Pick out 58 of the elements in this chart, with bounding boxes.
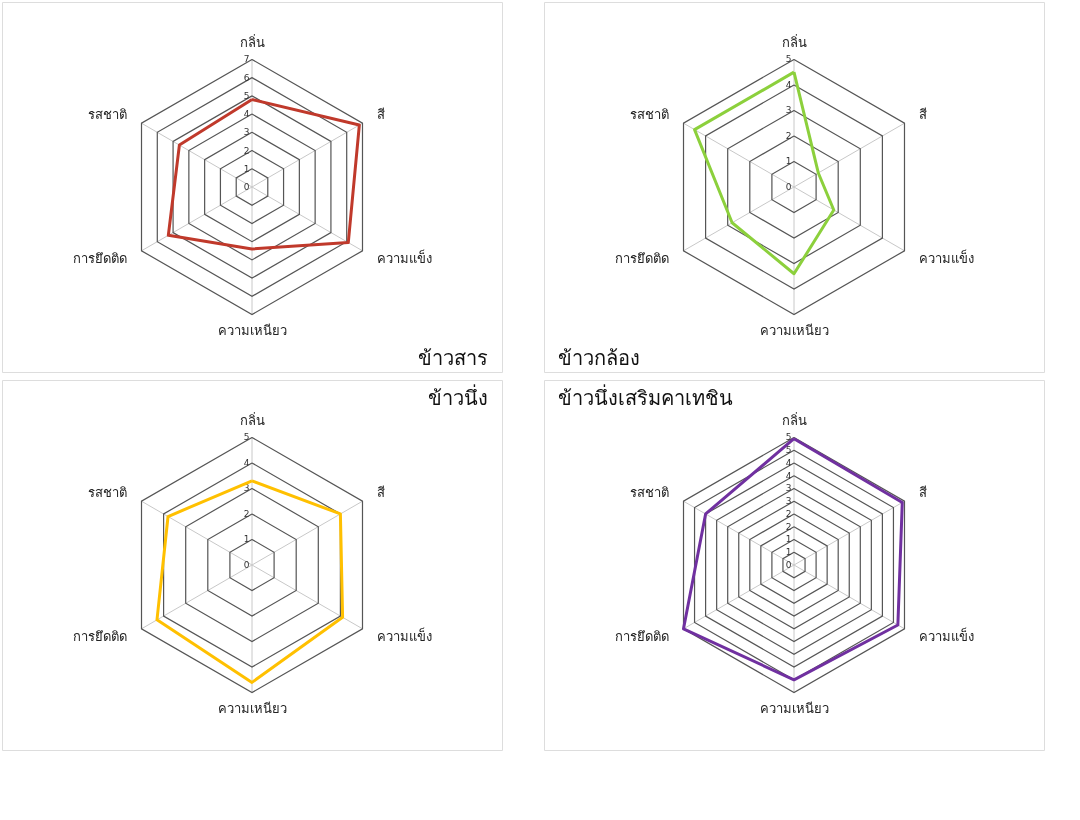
y-tick-label: 4 xyxy=(785,79,792,90)
y-tick-label: 2 xyxy=(243,145,250,156)
spoke-label: ความแข็ง xyxy=(918,249,974,267)
y-tick-label: 1 xyxy=(785,547,792,558)
y-tick-label: 7 xyxy=(243,54,250,65)
spoke-label: กลิ่น xyxy=(781,33,807,50)
spoke-label: ความแข็ง xyxy=(376,249,432,267)
spoke-label: กลิ่น xyxy=(239,33,265,50)
y-tick-label: 4 xyxy=(243,109,250,120)
spoke-label: กลิ่น xyxy=(239,411,265,428)
y-tick-label: 2 xyxy=(785,130,792,141)
y-tick-label: 0 xyxy=(785,560,792,570)
y-tick-label: 0 xyxy=(243,182,250,192)
y-tick-label: 0 xyxy=(785,182,792,192)
y-tick-label: 3 xyxy=(785,496,792,507)
spoke-label: รสชาติ xyxy=(88,484,128,500)
y-tick-label: 2 xyxy=(785,521,792,532)
y-tick-label: 5 xyxy=(785,432,792,443)
y-tick-label: 0 xyxy=(243,560,250,570)
y-tick-label: 5 xyxy=(243,90,250,101)
y-tick-label: 1 xyxy=(785,156,792,167)
text: ข้าวสาร xyxy=(418,346,489,371)
y-tick-label: 1 xyxy=(785,534,792,545)
y-tick-label: 5 xyxy=(785,54,792,65)
spoke-label: การยึดติด xyxy=(73,251,128,267)
y-tick-label: 4 xyxy=(243,457,250,468)
spoke-label: สี xyxy=(918,106,927,122)
y-tick-label: 1 xyxy=(243,163,250,174)
y-tick-label: 5 xyxy=(785,445,792,456)
spoke-label: สี xyxy=(918,484,927,500)
y-tick-label: 2 xyxy=(243,508,250,519)
spoke-label: รสชาติ xyxy=(88,106,128,122)
spoke-label: ความเหนียว xyxy=(217,701,287,717)
y-tick-label: 3 xyxy=(243,127,250,138)
chart-title: ข้าวนึ่งเสริมคาเทชิน xyxy=(557,384,733,411)
spoke-label: ความแข็ง xyxy=(918,627,974,645)
spoke-label: การยึดติด xyxy=(615,251,670,267)
spoke-label: ความแข็ง xyxy=(376,627,432,645)
text: ข้าวกล้อง xyxy=(557,346,640,371)
spoke-label: การยึดติด xyxy=(73,629,128,645)
spoke-label: สี xyxy=(376,484,385,500)
spoke-label: รสชาติ xyxy=(630,484,670,500)
spoke-label: กลิ่น xyxy=(781,411,807,428)
y-tick-label: 5 xyxy=(243,432,250,443)
y-tick-label: 2 xyxy=(785,508,792,519)
y-tick-label: 6 xyxy=(243,72,250,83)
y-tick-label: 4 xyxy=(785,457,792,468)
y-tick-label: 3 xyxy=(785,105,792,116)
spoke-label: ความเหนียว xyxy=(759,323,829,339)
chart-title: ข้าวนึ่ง xyxy=(428,384,489,411)
spoke-label: สี xyxy=(376,106,385,122)
y-tick-label: 4 xyxy=(785,470,792,481)
y-tick-label: 1 xyxy=(243,534,250,545)
spoke-label: ความเหนียว xyxy=(217,323,287,339)
spoke-label: การยึดติด xyxy=(615,629,670,645)
y-tick-label: 3 xyxy=(785,483,792,494)
spoke-label: รสชาติ xyxy=(630,106,670,122)
spoke-label: ความเหนียว xyxy=(759,701,829,717)
